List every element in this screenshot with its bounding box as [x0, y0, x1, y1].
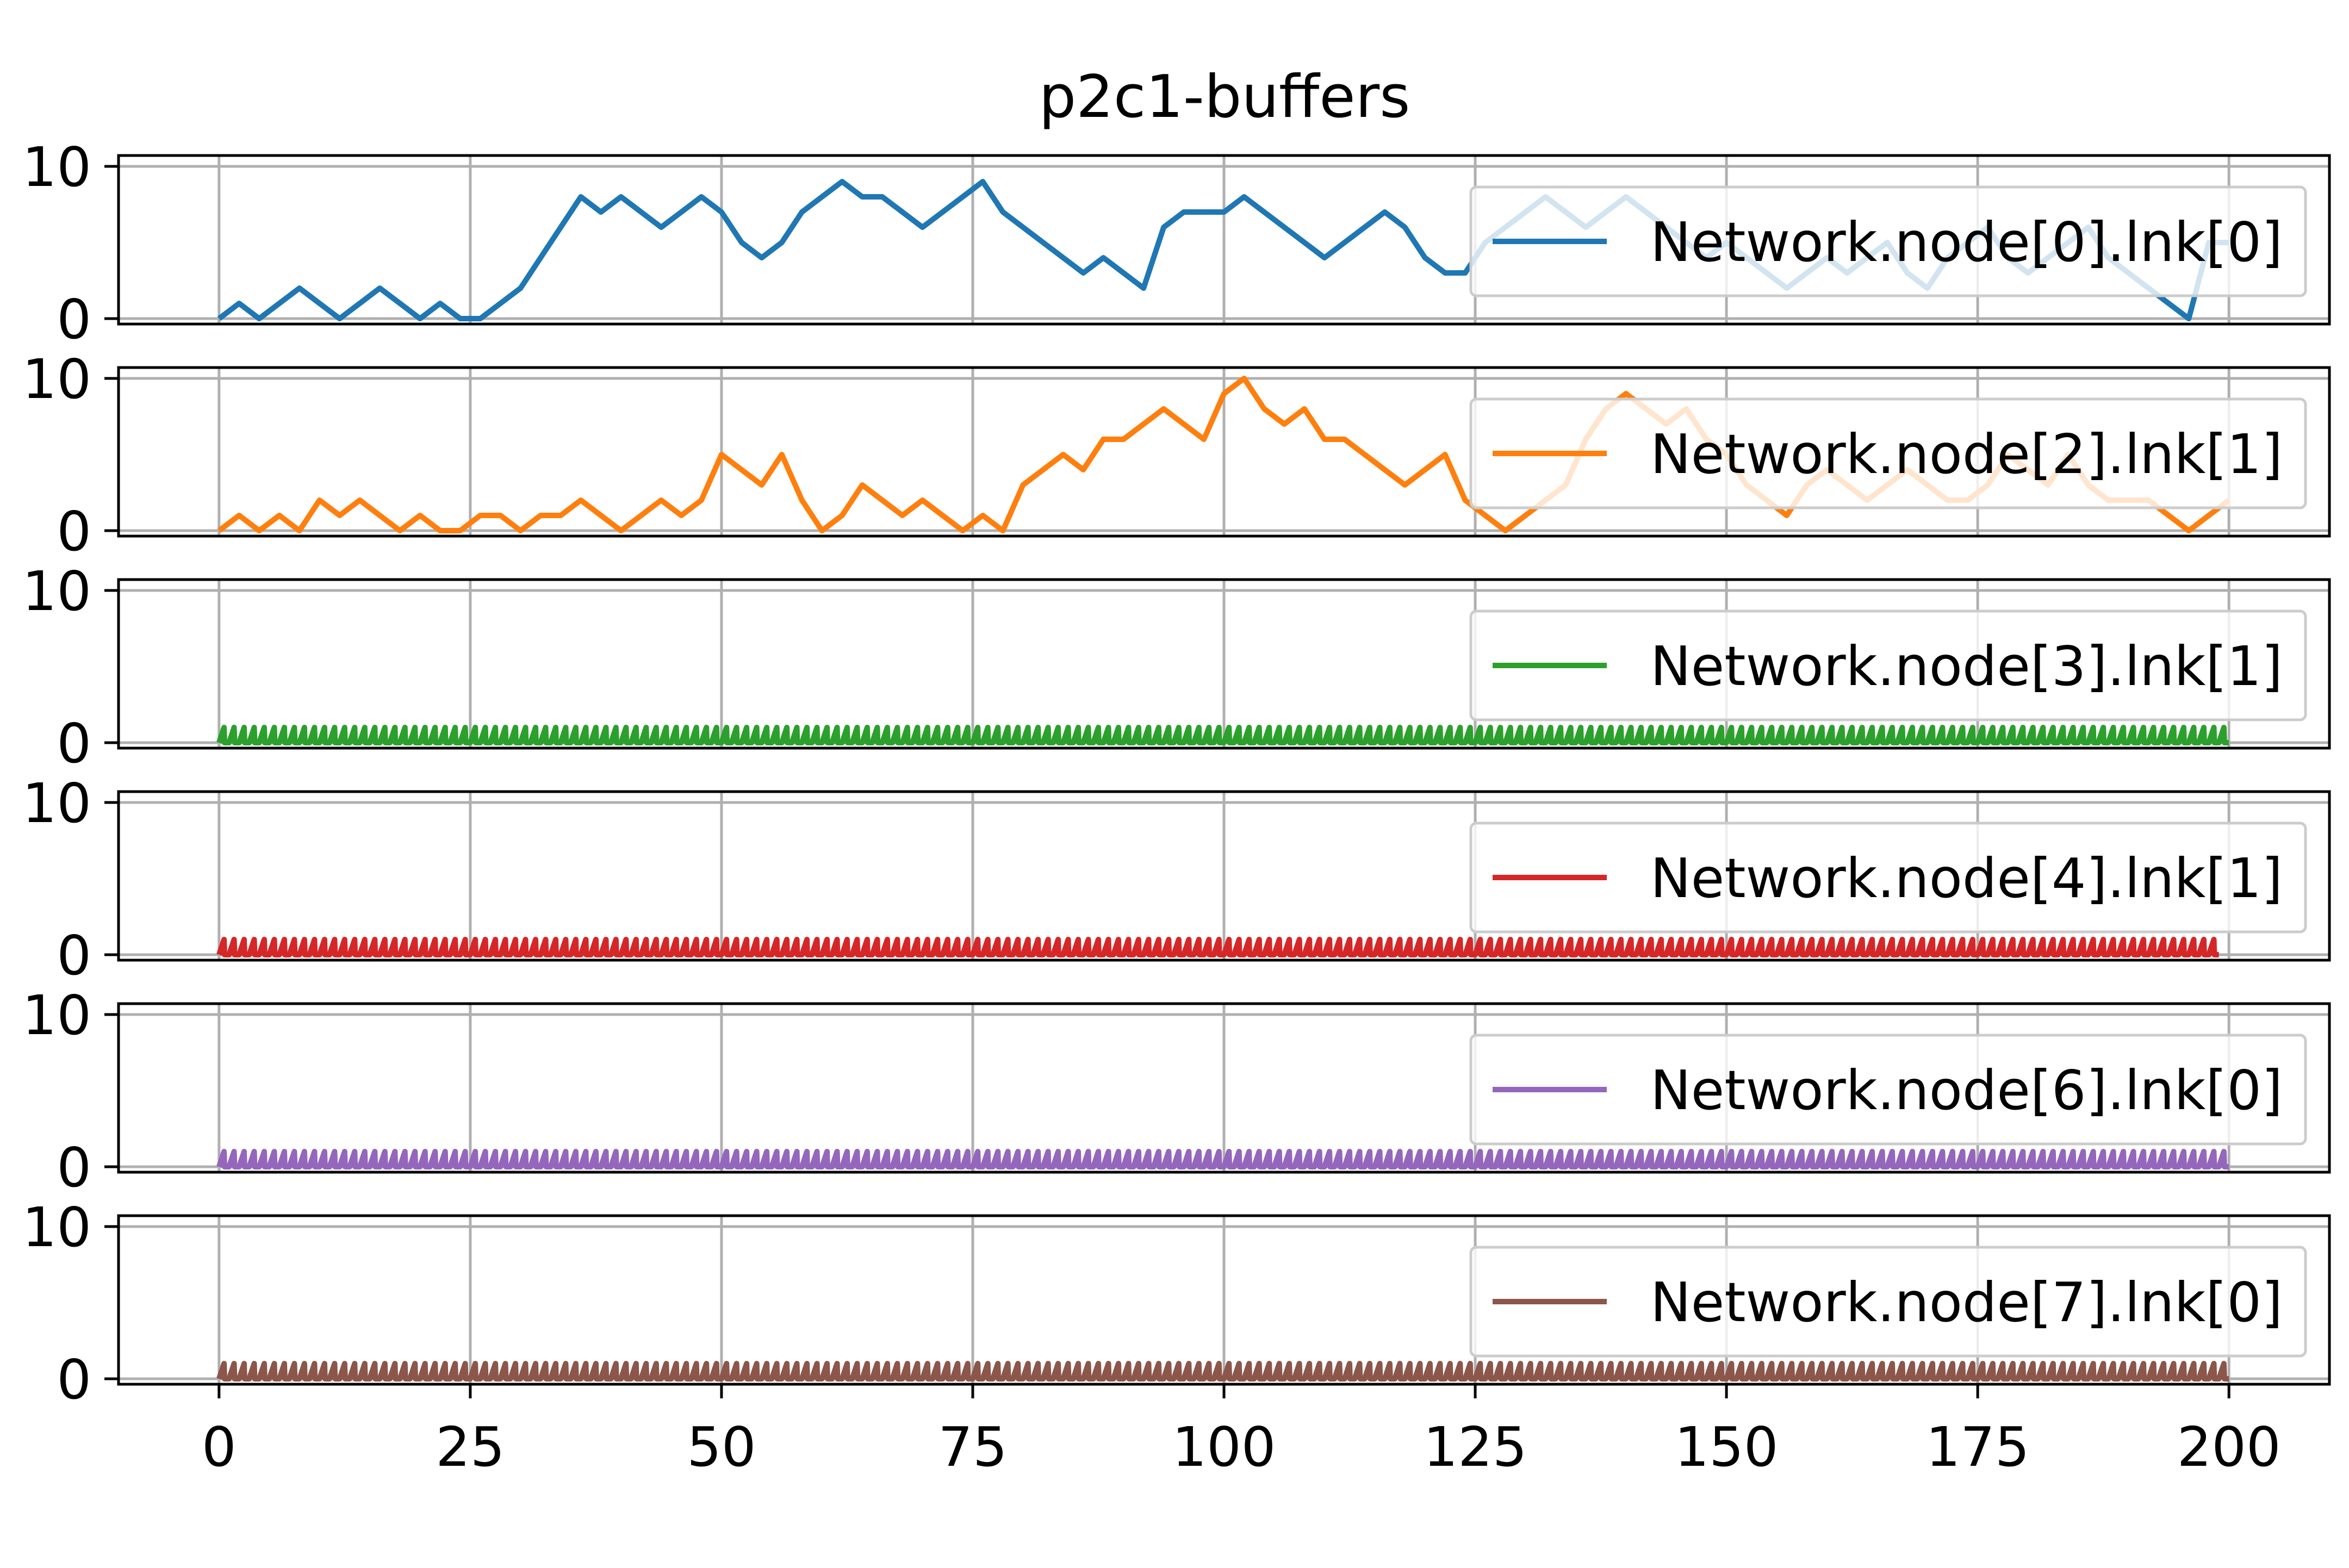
y-tick-label: 0 [57, 712, 91, 775]
legend: Network.node[3].lnk[1] [1469, 609, 2307, 721]
x-tick-label: 0 [202, 1415, 237, 1479]
y-tick-label: 10 [22, 984, 91, 1047]
subplot-3: Network.node[4].lnk[1] 0 10 [22, 771, 2331, 987]
x-axis: 0 25 50 75 100 125 150 175 200 [202, 1384, 2281, 1479]
y-tick-label: 10 [22, 135, 91, 199]
subplot-2: Network.node[3].lnk[1] 0 10 [22, 559, 2331, 775]
series-line [216, 1361, 2229, 1382]
y-tick-label: 0 [57, 288, 91, 351]
y-tick-label: 0 [57, 924, 91, 987]
y-tick-label: 10 [22, 347, 91, 411]
series-line [216, 1149, 2229, 1169]
legend: Network.node[6].lnk[0] [1469, 1034, 2307, 1146]
legend-label: Network.node[4].lnk[1] [1650, 847, 2283, 910]
x-tick-label: 200 [2177, 1415, 2281, 1479]
y-tick-label: 10 [22, 771, 91, 835]
subplot-panels: Network.node[0].lnk[0]010Network.node[2]… [22, 135, 2331, 1411]
y-tick-label: 0 [57, 1348, 91, 1411]
y-tick-label: 0 [57, 500, 91, 563]
legend: Network.node[0].lnk[0] [1469, 185, 2307, 297]
subplot-4: Network.node[6].lnk[0] 0 10 [22, 984, 2331, 1199]
x-tick-label: 50 [687, 1415, 756, 1479]
series-line [216, 725, 2229, 745]
legend-box [1469, 185, 2307, 297]
legend-box [1469, 397, 2307, 509]
subplot-frame [117, 1002, 2331, 1174]
legend-label: Network.node[0].lnk[0] [1650, 210, 2283, 274]
chart-title: p2c1-buffers [1039, 63, 1410, 131]
legend-box [1469, 822, 2307, 934]
legend-label: Network.node[7].lnk[0] [1650, 1271, 2283, 1334]
subplot-frame [117, 366, 2331, 538]
legend-label: Network.node[2].lnk[1] [1650, 422, 2283, 486]
legend-box [1469, 1246, 2307, 1358]
legend: Network.node[2].lnk[1] [1469, 397, 2307, 509]
subplot-frame [117, 578, 2331, 750]
x-tick-label: 25 [436, 1415, 505, 1479]
legend-box [1469, 609, 2307, 721]
legend-box [1469, 1034, 2307, 1146]
legend-label: Network.node[6].lnk[0] [1650, 1059, 2283, 1122]
subplot-frame [117, 154, 2331, 326]
y-tick-label: 0 [57, 1136, 91, 1199]
x-tick-label: 150 [1675, 1415, 1779, 1479]
x-tick-label: 125 [1424, 1415, 1527, 1479]
y-tick-label: 10 [22, 559, 91, 623]
y-tick-label: 10 [22, 1196, 91, 1259]
subplot-0: Network.node[0].lnk[0] 0 10 [22, 135, 2331, 351]
series-line [216, 937, 2219, 957]
subplot-1: Network.node[2].lnk[1] 0 10 [22, 347, 2331, 563]
legend: Network.node[7].lnk[0] [1469, 1246, 2307, 1358]
legend: Network.node[4].lnk[1] [1469, 822, 2307, 934]
x-tick-label: 100 [1172, 1415, 1276, 1479]
subplot-frame [117, 790, 2331, 962]
x-tick-label: 75 [938, 1415, 1007, 1479]
subplot-5: Network.node[7].lnk[0] 0 10 [22, 1196, 2331, 1411]
legend-label: Network.node[3].lnk[1] [1650, 634, 2283, 698]
x-tick-label: 175 [1926, 1415, 2030, 1479]
